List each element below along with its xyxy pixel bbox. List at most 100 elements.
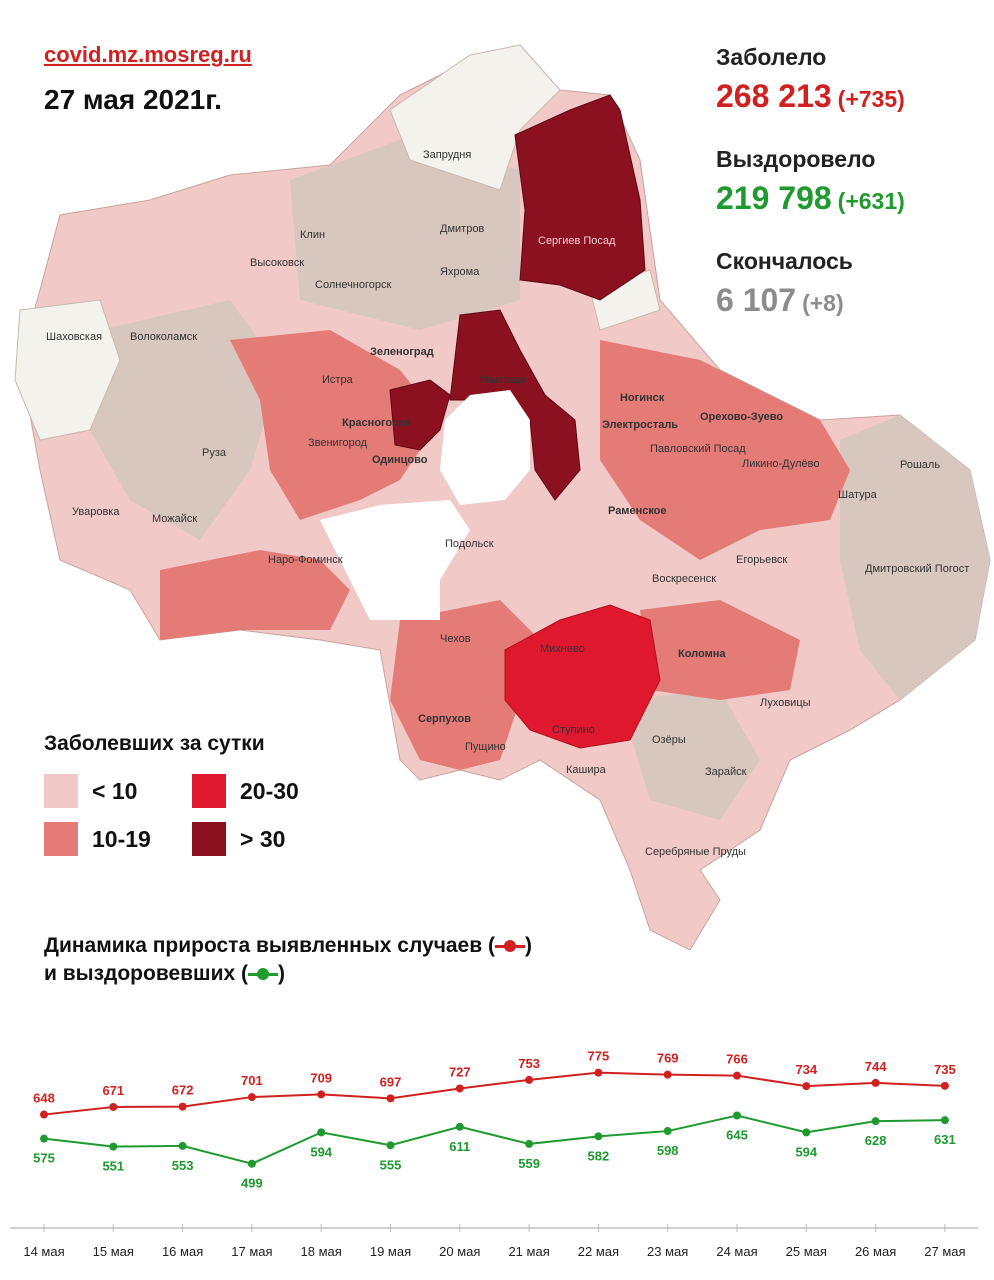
city-naro: Наро-Фоминск (268, 554, 343, 566)
recovered-data-label: 631 (934, 1132, 956, 1147)
recovered-data-label: 582 (588, 1148, 610, 1163)
x-tick-label: 22 мая (578, 1244, 619, 1259)
city-klin: Клин (300, 229, 325, 241)
legend-label-lt10: < 10 (92, 777, 138, 804)
x-tick-label: 24 мая (716, 1244, 757, 1259)
cases-point (871, 1078, 880, 1087)
area-gt30-krasnogorsk (389, 379, 451, 451)
recovered-delta: (+631) (837, 188, 905, 214)
cases-data-label: 648 (33, 1091, 55, 1106)
x-tick-label: 25 мая (786, 1244, 827, 1259)
recovered-point (663, 1127, 672, 1136)
city-elektrostal: Электросталь (602, 419, 678, 431)
died-label: Скончалось (716, 248, 853, 274)
cases-point (940, 1081, 949, 1090)
x-tick-label: 16 мая (162, 1244, 203, 1259)
cases-point (594, 1068, 603, 1077)
city-mikhnevo: Михнево (540, 643, 585, 655)
new-moscow-hole (320, 500, 470, 620)
area-gray-south (620, 690, 760, 820)
legend-label-gt30: > 30 (240, 825, 286, 852)
x-tick-label: 23 мая (647, 1244, 688, 1259)
area-gray-east (840, 415, 990, 700)
city-egoryevsk: Егорьевск (736, 554, 787, 566)
cases-data-label: 697 (380, 1074, 402, 1089)
city-zelenograd: Зеленоград (370, 346, 434, 358)
dynamics-close-2: ) (277, 962, 285, 985)
city-roshal: Рошаль (900, 459, 940, 471)
legend-label-20-30: 20-30 (240, 777, 299, 804)
recovered-data-label: 555 (380, 1157, 402, 1172)
city-odintsovo: Одинцово (372, 454, 428, 466)
city-istra: Истра (322, 374, 354, 386)
city-krasnogorsk: Красногорск (342, 417, 411, 429)
cases-point (455, 1084, 464, 1093)
city-chekhov: Чехов (440, 633, 471, 645)
city-solnechnogorsk: Солнечногорск (315, 279, 391, 291)
cases-data-label: 709 (310, 1070, 332, 1085)
area-10-19-west (230, 330, 440, 520)
recovered-data-label: 499 (241, 1176, 263, 1191)
x-tick-label: 21 мая (508, 1244, 549, 1259)
cases-point (386, 1094, 395, 1103)
area-white-shakhovskaya (14, 299, 121, 441)
recovered-point (386, 1141, 395, 1150)
recovered-data-label: 611 (449, 1139, 470, 1154)
cases-point (663, 1070, 672, 1079)
sick-label: Заболело (716, 44, 827, 70)
city-likino: Ликино-Дулёво (742, 458, 820, 470)
recovered-point (178, 1141, 187, 1150)
cases-data-label: 766 (726, 1052, 748, 1067)
recovered-point (594, 1132, 603, 1141)
cases-point (109, 1102, 118, 1111)
red-line-marker-icon (494, 940, 525, 953)
recovered-point (247, 1159, 256, 1168)
city-vysokovsk: Высоковск (250, 257, 304, 269)
city-yakhroma: Яхрома (440, 266, 480, 278)
cases-data-label: 769 (657, 1051, 679, 1066)
cases-data-label: 672 (172, 1083, 194, 1098)
legend-item-10-19: 10-19 (44, 822, 151, 856)
green-line-marker-icon (247, 968, 278, 981)
city-kolomna: Коломна (678, 648, 726, 660)
city-voskresensk: Воскресенск (652, 573, 716, 585)
died-stat: 6 107 (+8) (716, 282, 844, 319)
dynamics-chart: 14 мая 15 мая 16 мая 17 мая 18 мая 19 мая 20 м… (10, 1049, 978, 1259)
x-tick-label: 17 мая (231, 1244, 272, 1259)
legend-title: Заболевших за сутки (44, 732, 265, 755)
recovered-point (525, 1139, 534, 1148)
x-tick-label: 18 мая (301, 1244, 342, 1259)
sick-value: 268 213 (716, 78, 832, 114)
city-mytishchi: Мытищи (480, 374, 527, 386)
city-pavlovsky: Павловский Посад (650, 443, 746, 455)
dynamics-title: Динамика прироста выявленных случаев () … (44, 932, 532, 988)
area-10-19-south (390, 600, 540, 770)
x-tick-label: 26 мая (855, 1244, 896, 1259)
area-10-19-naro (160, 550, 350, 640)
site-link[interactable]: covid.mz.mosreg.ru (44, 42, 252, 67)
cases-data-label: 671 (102, 1083, 124, 1098)
cases-point (317, 1090, 326, 1099)
cases-point (178, 1102, 187, 1111)
cases-data-label: 735 (934, 1062, 956, 1077)
legend-swatch-gt30 (192, 822, 226, 856)
recovered-point (733, 1111, 741, 1120)
recovered-stat: 219 798 (+631) (716, 180, 905, 217)
city-ramenskoe: Раменское (608, 505, 667, 517)
cases-point (525, 1075, 534, 1084)
cases-point (247, 1093, 256, 1102)
city-volokolamsk: Волоколамск (130, 331, 197, 343)
city-ruza: Руза (202, 447, 227, 459)
dynamics-close-1: ) (524, 934, 532, 957)
area-10-19-kolomna (640, 600, 800, 700)
legend-item-lt10: < 10 (44, 774, 137, 808)
city-dmitrov: Дмитров (440, 223, 484, 235)
area-gray-west (90, 300, 280, 540)
recovered-point (40, 1134, 48, 1143)
recovered-data-label: 594 (795, 1144, 817, 1159)
city-zaprudnya: Запрудня (423, 149, 471, 161)
city-stupino: Ступино (552, 724, 595, 736)
legend-swatch-lt10 (44, 774, 78, 808)
cases-data-label: 727 (449, 1064, 471, 1079)
x-tick-label: 19 мая (370, 1244, 411, 1259)
